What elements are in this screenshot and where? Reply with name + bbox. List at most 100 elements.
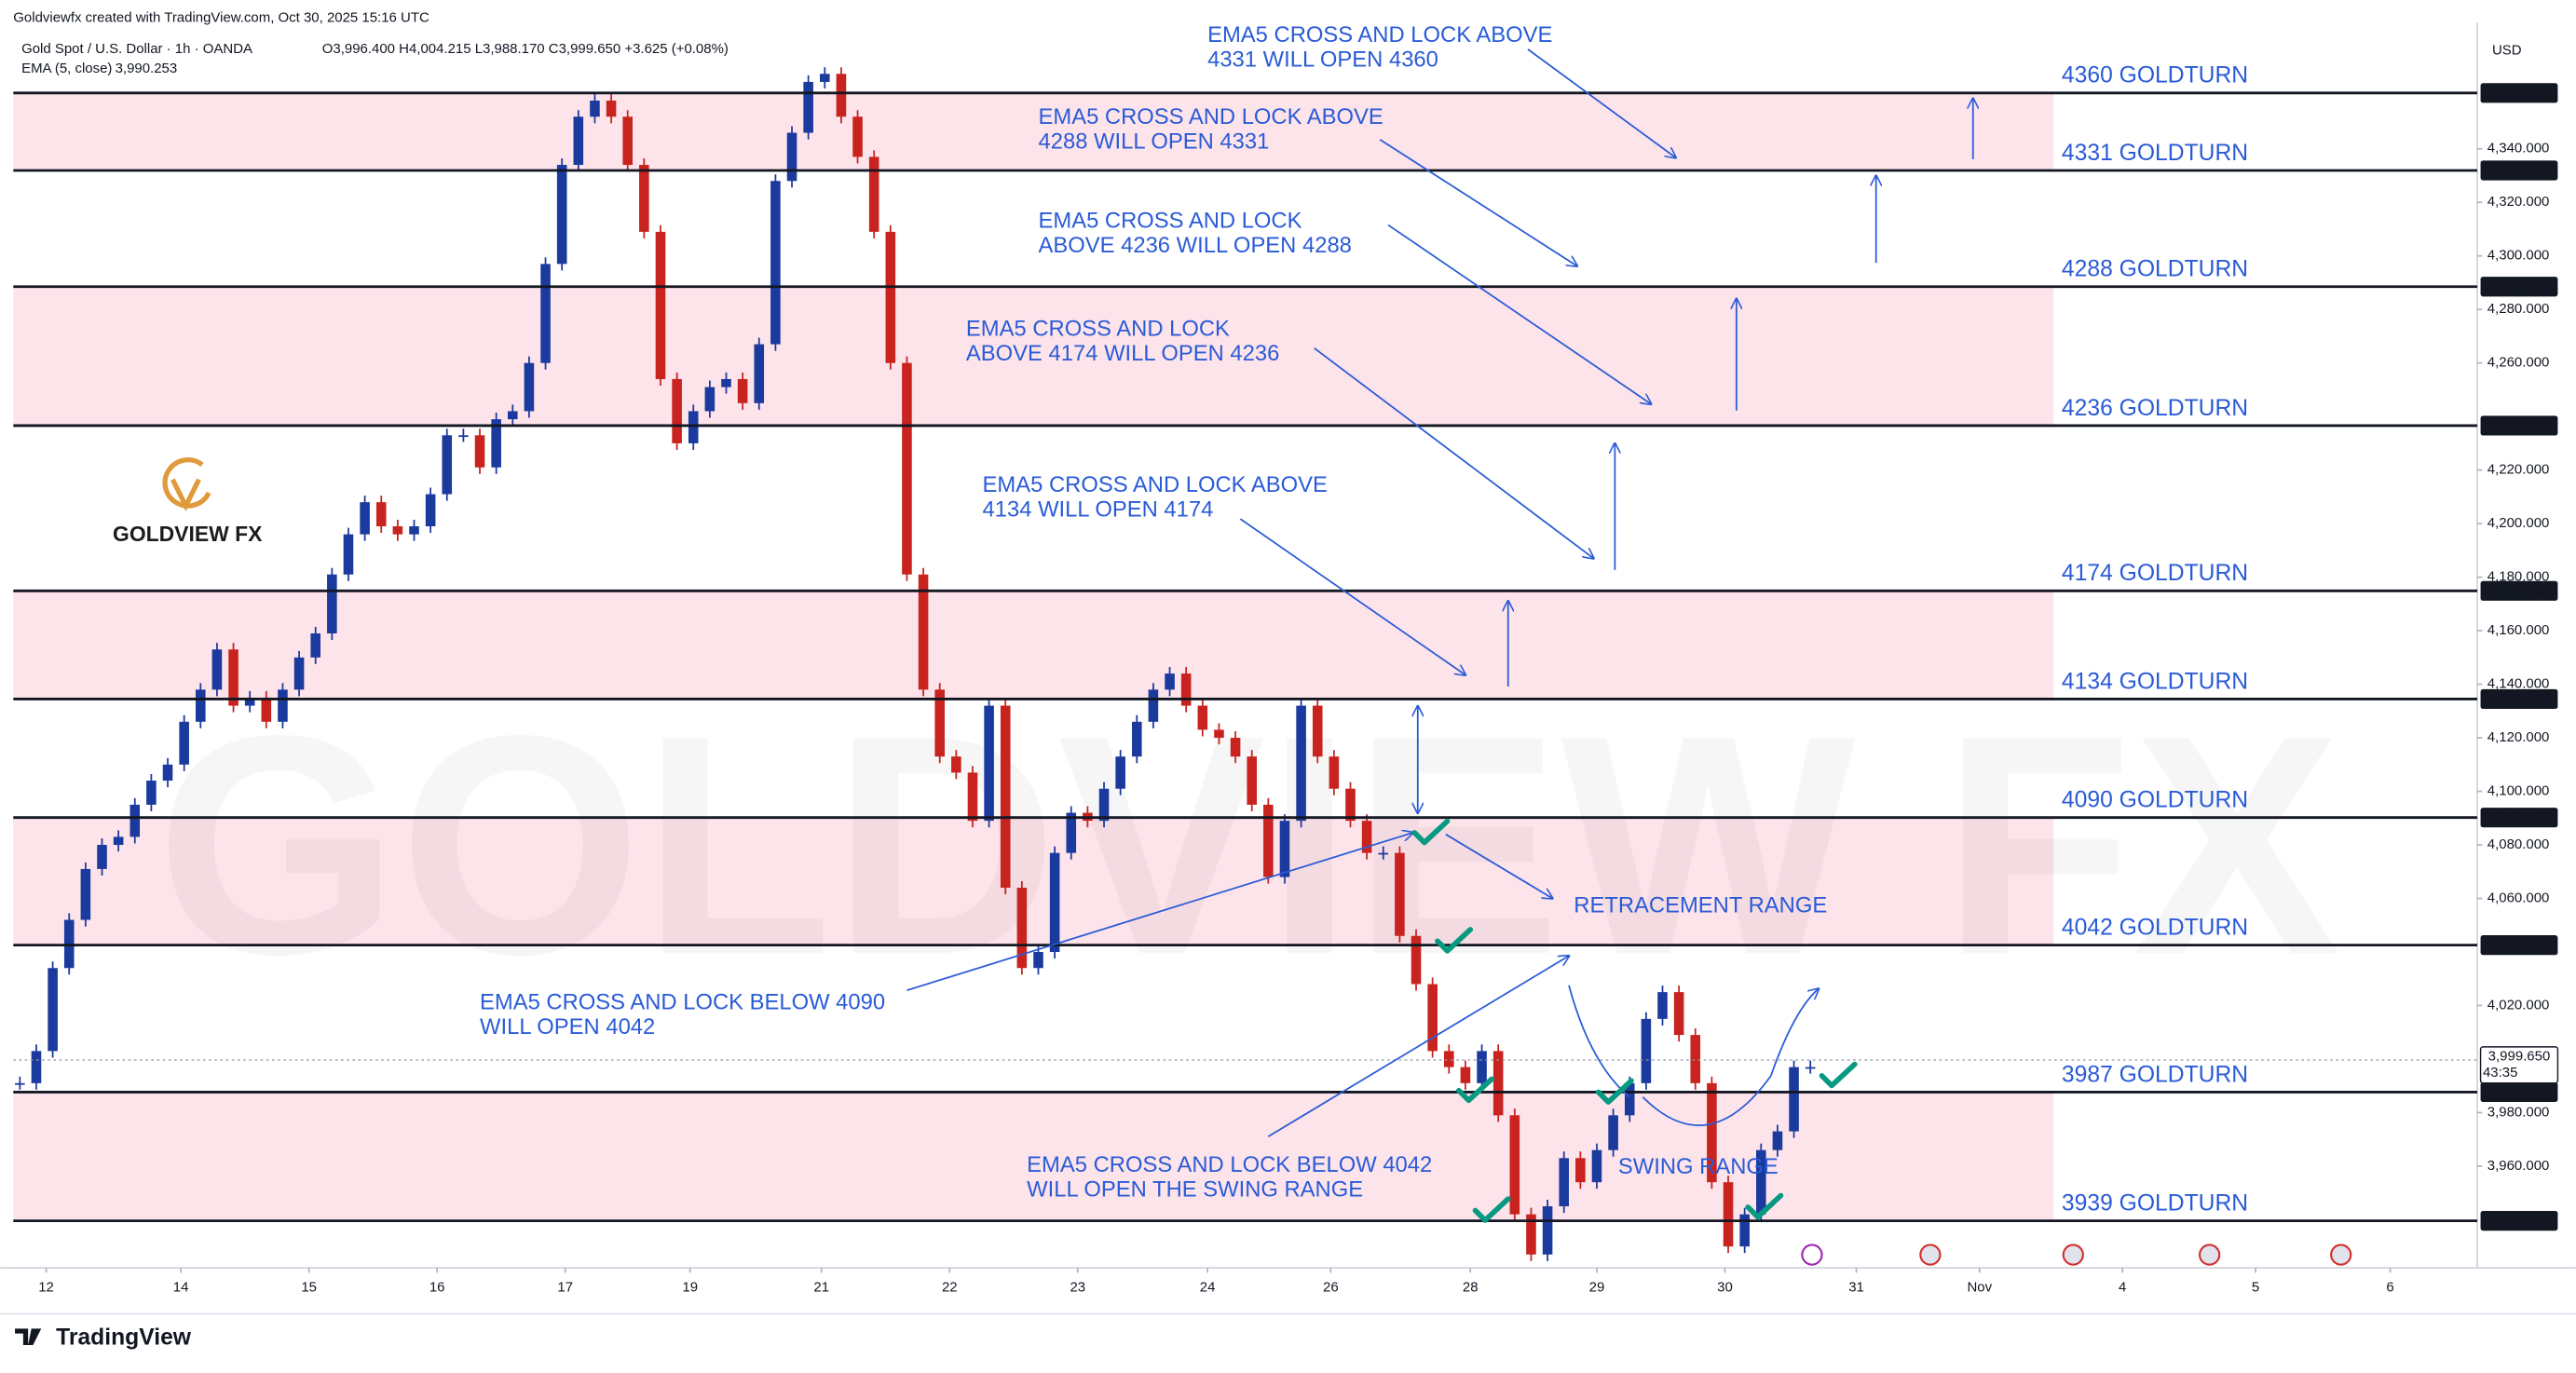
indicator-value: 3,990.253 [116, 61, 178, 76]
candle-body [1772, 1131, 1783, 1150]
arrow [1527, 48, 1676, 157]
last-price-tag [2479, 1046, 2559, 1084]
y-tick-label: 3,960.000 [2487, 1158, 2550, 1174]
last-price-label: 3,999.650 [2488, 1048, 2551, 1064]
annotation: RETRACEMENT RANGE [1574, 893, 1827, 918]
candle-body [425, 494, 436, 527]
candle-body [1279, 821, 1290, 877]
check-mark [1745, 1192, 1784, 1220]
y-tick-label: 4,280.000 [2487, 301, 2550, 317]
annotation: ABOVE 4236 WILL OPEN 4288 [1039, 233, 1352, 258]
candle-body [524, 362, 535, 412]
plot [13, 67, 2478, 1261]
annotation: SWING RANGE [1618, 1154, 1779, 1179]
price-tag [2480, 160, 2558, 181]
x-tick-label: 29 [1589, 1279, 1605, 1295]
y-tick-label: 4,320.000 [2487, 194, 2550, 210]
indicator-name: EMA (5, close) [21, 61, 112, 76]
check-mark [1819, 1061, 1858, 1089]
candle-body [1805, 1067, 1816, 1069]
candle-body [442, 435, 453, 495]
y-tick-label: 4,340.000 [2487, 141, 2550, 156]
y-tick-label: 4,300.000 [2487, 248, 2550, 264]
x-tick-label: 5 [2252, 1279, 2259, 1295]
level-label: 4042 GOLDTURN [2062, 916, 2248, 941]
candle-body [1723, 1182, 1734, 1247]
candle-body [508, 411, 518, 420]
x-tick-label: 6 [2386, 1279, 2393, 1295]
candle-body [1296, 705, 1306, 822]
candle-body [129, 804, 141, 837]
candle-body [15, 1082, 25, 1085]
price-tag-label: 4,174.903 [2488, 583, 2551, 599]
x-tick-label: 14 [173, 1279, 189, 1295]
x-tick-label: 19 [682, 1279, 698, 1295]
level-label: 4174 GOLDTURN [2062, 561, 2248, 586]
price-tag [2480, 277, 2558, 297]
candle-body [474, 435, 485, 468]
candle-body [179, 721, 189, 765]
annotation: WILL OPEN 4042 [480, 1014, 655, 1040]
candle-body [1165, 673, 1175, 690]
candle-body [1247, 756, 1257, 805]
candle-body [80, 868, 91, 920]
candle-body [934, 689, 945, 757]
annotation: EMA5 CROSS AND LOCK [1039, 208, 1302, 233]
annotation: 4134 WILL OPEN 4174 [983, 497, 1214, 523]
candle-body [1312, 705, 1323, 757]
candle-body [228, 649, 239, 706]
price-tag [2480, 1211, 2558, 1231]
event-icon [2198, 1244, 2221, 1266]
candle-body [1033, 952, 1043, 969]
check-mark [1456, 1076, 1494, 1104]
annotation: EMA5 CROSS AND LOCK ABOVE [1207, 22, 1552, 48]
price-tag-label: 3,987.672 [2488, 1084, 2551, 1100]
price-tag-label: 3,939.587 [2488, 1213, 2551, 1229]
price-tag [2480, 415, 2558, 436]
candle-body [852, 116, 863, 157]
candle-body [1115, 756, 1125, 789]
candle-body [343, 534, 354, 575]
price-tag-label: 4,331.922 [2488, 163, 2551, 179]
y-tick-label: 4,200.000 [2487, 515, 2550, 531]
candle-body [162, 764, 173, 782]
candle-body [375, 502, 387, 527]
price-tag [2480, 580, 2558, 601]
candle-body [1559, 1158, 1569, 1207]
candle-body [1000, 705, 1011, 889]
check-mark [1472, 1196, 1511, 1223]
y-tick-label: 3,980.000 [2487, 1104, 2550, 1120]
candle-body [622, 116, 633, 166]
candle-body [754, 344, 765, 403]
candle-body [310, 632, 320, 658]
candle-body [1673, 992, 1684, 1036]
zone [13, 591, 2054, 700]
y-tick-label: 4,160.000 [2487, 622, 2550, 638]
arrow [906, 833, 1412, 992]
check-mark [1411, 818, 1451, 846]
candle-body [1411, 935, 1422, 985]
candle-body [540, 264, 551, 363]
candle-body [1624, 1082, 1635, 1116]
candle-body [1345, 788, 1356, 822]
candle-body [1591, 1149, 1602, 1183]
candle-body [1230, 738, 1241, 757]
price-tag-label: 4,288.518 [2488, 279, 2551, 295]
x-tick-label: 24 [1200, 1279, 1216, 1295]
x-tick-label: 23 [1070, 1279, 1085, 1295]
candle-body [1197, 705, 1208, 730]
candle-body [1789, 1067, 1799, 1132]
annotation: 4288 WILL OPEN 4331 [1039, 129, 1270, 155]
zone [13, 817, 2054, 945]
annotation: EMA5 CROSS AND LOCK [966, 317, 1230, 342]
candle-body [868, 156, 879, 232]
candle-body [1180, 673, 1192, 706]
x-tick-label: Nov [1967, 1279, 1992, 1295]
candle-body [836, 74, 847, 117]
level-label: 3939 GOLDTURN [2062, 1190, 2248, 1216]
candle-body [1641, 1018, 1652, 1083]
zone [13, 92, 2054, 170]
candle-body [1608, 1115, 1618, 1150]
candle-body [1395, 852, 1405, 936]
